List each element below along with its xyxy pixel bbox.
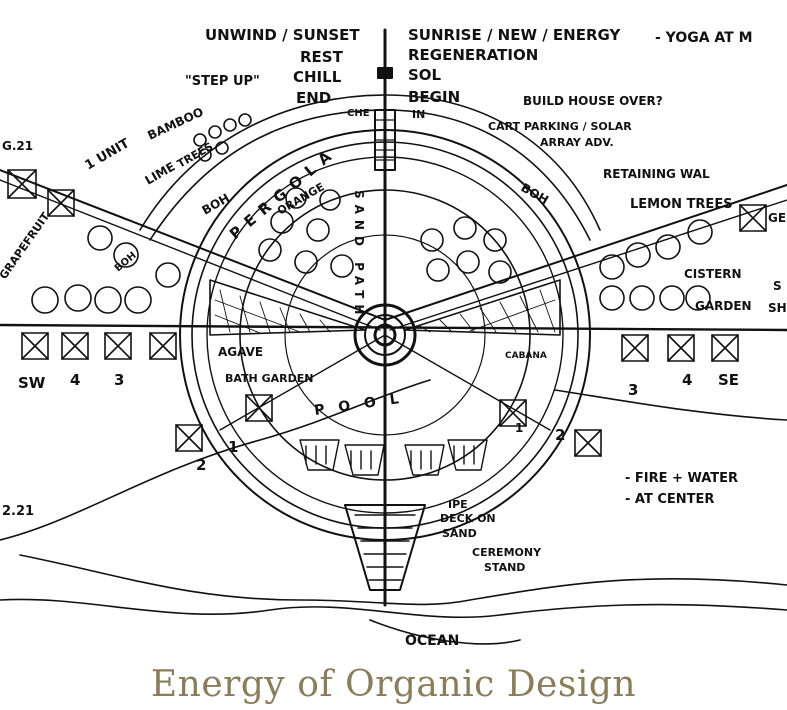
topography-lines — [0, 379, 787, 645]
label-fire-water: - FIRE + WATER — [625, 471, 738, 486]
label-g21-top: G.21 — [2, 139, 33, 153]
pool-cabanas — [299, 439, 488, 476]
label-se: SE — [718, 371, 739, 389]
label-n3-left: 3 — [114, 371, 124, 389]
label-che: CHE — [347, 108, 370, 119]
label-chill: CHILL — [293, 68, 342, 86]
label-rest: REST — [300, 48, 344, 66]
sol-marker — [374, 67, 396, 171]
label-stand: STAND — [484, 561, 525, 574]
label-sw: SW — [18, 374, 46, 392]
label-in: IN — [412, 108, 425, 121]
outer-arc — [139, 94, 601, 241]
label-build-house: BUILD HOUSE OVER? — [523, 94, 663, 108]
label-n1-right: 1 — [515, 421, 523, 435]
label-n4-right: 4 — [682, 371, 692, 389]
label-n4-left: 4 — [70, 371, 80, 389]
label-bamboo: BAMBOO — [145, 105, 205, 143]
trees — [31, 113, 713, 314]
label-cabana: CABANA — [505, 351, 547, 361]
label-grapefruit: GRAPEFRUIT — [0, 210, 53, 282]
label-n2-right: 2 — [555, 426, 565, 444]
label-pool: POOL — [313, 389, 413, 419]
label-retaining: RETAINING WAL — [603, 167, 710, 181]
caption: Energy of Organic Design — [150, 664, 637, 705]
label-ceremony: CEREMONY — [472, 546, 542, 559]
label-unwind: UNWIND / SUNSET — [205, 26, 360, 44]
label-edge-ge: GE — [768, 211, 786, 225]
label-sunrise: SUNRISE / NEW / ENERGY — [408, 26, 621, 44]
label-cart-parking: CART PARKING / SOLAR — [488, 120, 632, 133]
label-yoga: - YOGA AT M — [655, 30, 753, 46]
label-unit: 1 UNIT — [83, 136, 133, 173]
label-lime: LIME — [143, 159, 178, 187]
label-n2-left: 2 — [196, 456, 206, 474]
label-sand: SAND — [442, 527, 477, 540]
label-edge-sh: SH — [768, 301, 787, 315]
label-step-up: "STEP UP" — [185, 74, 260, 89]
label-array: ARRAY ADV. — [540, 136, 614, 149]
label-edge-s: S — [773, 279, 782, 293]
label-boh-left: BOH — [200, 191, 232, 218]
label-agave: AGAVE — [218, 345, 263, 359]
axes — [0, 28, 787, 607]
label-garden: GARDEN — [695, 299, 752, 313]
unit-boxes — [7, 169, 767, 457]
label-ocean: OCEAN — [405, 633, 459, 649]
label-at-center: - AT CENTER — [625, 492, 714, 507]
ceremony-deck — [344, 504, 426, 591]
label-regeneration: REGENERATION — [408, 46, 538, 64]
label-n3-right: 3 — [628, 381, 638, 399]
label-g21-bottom: 2.21 — [2, 504, 34, 519]
label-end: END — [296, 89, 331, 107]
label-cistern: CISTERN — [684, 267, 742, 281]
label-n1-left: 1 — [228, 438, 238, 456]
label-begin: BEGIN — [408, 88, 460, 106]
label-bath-garden: BATH GARDEN — [225, 372, 313, 385]
label-ipe: IPE — [448, 498, 468, 511]
label-sand-path: SAND PATH — [352, 190, 366, 320]
label-boh-right: BOH — [519, 180, 551, 207]
label-deck-on: DECK ON — [440, 512, 496, 525]
hatched-areas — [209, 279, 561, 336]
label-lemon: LEMON TREES — [630, 197, 733, 212]
label-sol: SOL — [408, 66, 442, 84]
site-plan-sketch: UNWIND / SUNSET REST CHILL END SUNRISE /… — [0, 26, 787, 649]
